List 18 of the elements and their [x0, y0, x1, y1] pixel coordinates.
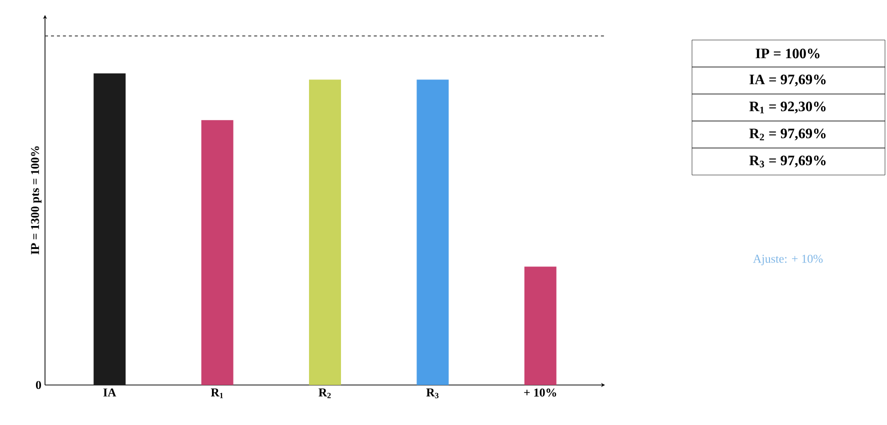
text: R$_{3}$ = 97,69%	[749, 156, 826, 168]
bar	[201, 120, 234, 385]
x-tick-label: R$_{1}$	[210, 388, 223, 398]
x-tick-label: R$_{2}$	[318, 388, 331, 398]
bar	[309, 80, 342, 385]
y-axis-title: IP = 1300 pts = 100%	[30, 146, 42, 254]
text: IP = 100%	[756, 48, 820, 58]
x-tick-label: R$_{3}$	[426, 388, 438, 398]
text: R$_{1}$ = 92,30%	[749, 102, 826, 114]
bar	[524, 266, 556, 385]
text: R$_{2}$ = 97,69%	[749, 128, 826, 140]
text: IA = 97,69%	[750, 74, 826, 86]
bar	[94, 73, 126, 385]
x-tick-label: IA	[103, 388, 116, 396]
bar	[416, 80, 449, 385]
x-tick-label: + 10%	[524, 388, 556, 397]
text: Ajuste: + 10%	[753, 254, 823, 266]
text: 0	[36, 380, 42, 390]
